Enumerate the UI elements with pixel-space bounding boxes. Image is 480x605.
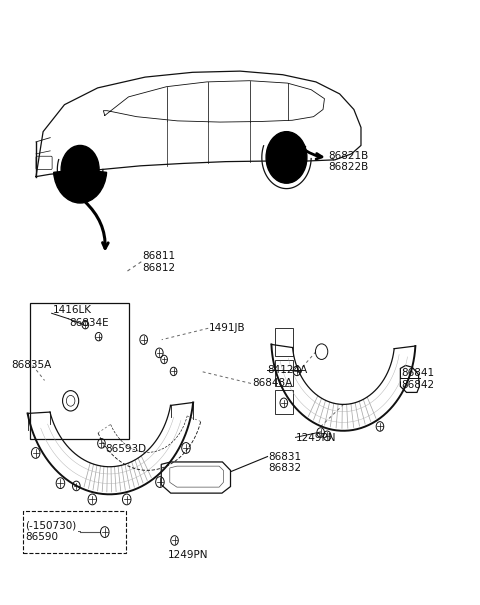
Text: 84124A: 84124A — [267, 365, 308, 375]
Bar — [275, 360, 293, 387]
Text: (-150730)
86590: (-150730) 86590 — [25, 521, 77, 542]
Bar — [275, 390, 293, 414]
Text: 86831
86832: 86831 86832 — [268, 452, 301, 473]
Bar — [23, 511, 126, 553]
Text: 86848A: 86848A — [252, 378, 292, 388]
Text: 1249PN: 1249PN — [296, 433, 336, 443]
Text: 86834E: 86834E — [69, 318, 109, 329]
Text: 1491JB: 1491JB — [209, 323, 246, 333]
Text: 86835A: 86835A — [12, 361, 51, 370]
Polygon shape — [276, 144, 305, 160]
Wedge shape — [54, 169, 107, 203]
Bar — [30, 302, 129, 439]
Text: 86821B
86822B: 86821B 86822B — [328, 151, 368, 172]
Wedge shape — [61, 145, 99, 194]
Text: 86593D: 86593D — [105, 444, 146, 454]
Wedge shape — [266, 132, 307, 183]
Text: 1416LK: 1416LK — [53, 306, 92, 315]
Text: 86841
86842: 86841 86842 — [401, 368, 434, 390]
Text: 86811
86812: 86811 86812 — [143, 251, 176, 272]
Text: 1249PN: 1249PN — [168, 551, 208, 560]
Bar — [275, 329, 293, 356]
